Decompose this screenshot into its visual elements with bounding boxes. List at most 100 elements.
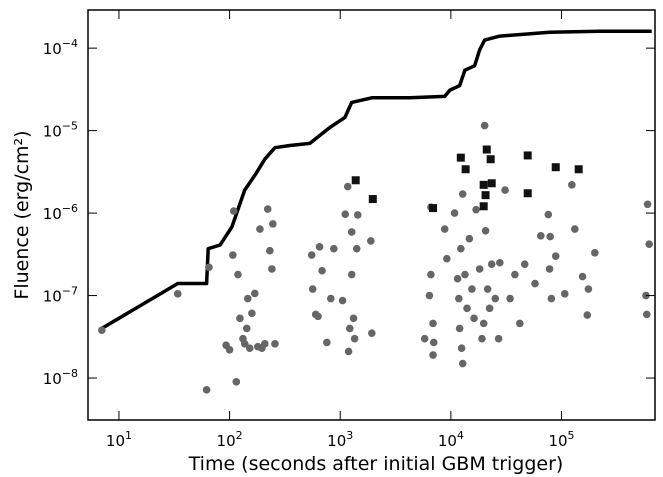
circle-point (248, 309, 256, 318)
circle-point (455, 324, 464, 333)
square-point (487, 179, 496, 188)
circle-point (458, 190, 467, 198)
circle-point (472, 205, 480, 214)
circle-point (520, 260, 529, 269)
square-point (523, 151, 532, 160)
square-point (429, 204, 438, 213)
square-point (479, 202, 488, 211)
circle-point (578, 272, 587, 281)
circle-point (568, 181, 576, 189)
circle-point (260, 340, 269, 348)
circle-point (591, 249, 599, 257)
circle-point (485, 304, 494, 313)
circle-point (266, 246, 274, 255)
circle-point (243, 294, 252, 303)
circle-point (487, 260, 496, 269)
circle-point (343, 182, 352, 191)
circle-point (506, 294, 514, 303)
tick-label: 105 (548, 429, 574, 450)
circle-point (440, 225, 449, 233)
circle-point (468, 285, 476, 293)
circle-point (318, 266, 326, 275)
circle-point (323, 338, 331, 347)
circle-point (516, 319, 524, 328)
circle-point (429, 319, 437, 328)
x-axis-label: Time (seconds after initial GBM trigger) (188, 453, 564, 475)
circle-point (494, 334, 503, 343)
circle-point (481, 226, 490, 235)
circle-point (341, 210, 350, 218)
circle-point (307, 251, 316, 259)
circle-point (327, 294, 335, 303)
circle-point (470, 314, 478, 323)
tick-label: 10−7 (43, 285, 78, 306)
circle-point (330, 244, 338, 253)
circle-point (353, 211, 362, 219)
plot-area (98, 29, 653, 394)
tick-label: 101 (106, 429, 132, 450)
circle-point (229, 251, 237, 259)
circle-point (202, 386, 211, 394)
circle-point (344, 347, 353, 356)
circle-point (584, 285, 593, 293)
circle-point (645, 240, 653, 248)
circle-point (546, 232, 554, 241)
circle-point (347, 270, 356, 279)
tick-label: 10−8 (43, 367, 78, 388)
circle-point (425, 291, 434, 300)
y-axis-label: Fluence (erg/cm²) (11, 130, 33, 299)
circle-point (643, 200, 652, 209)
circle-point (453, 274, 462, 283)
plot-frame (87, 9, 656, 421)
circle-point (429, 338, 438, 347)
circle-point (544, 210, 553, 219)
square-point (481, 191, 490, 200)
circle-point (571, 225, 579, 233)
circle-point (496, 258, 504, 267)
square-point (574, 165, 583, 174)
circle-point (429, 351, 437, 359)
square-point (479, 180, 488, 189)
square-point (523, 189, 532, 198)
circle-point (263, 205, 272, 213)
circle-point (232, 378, 241, 386)
circle-point (315, 243, 324, 251)
circle-point (491, 294, 500, 303)
circle-point (443, 254, 451, 263)
circle-point (461, 270, 469, 279)
circle-point (465, 234, 474, 243)
circle-point (547, 294, 556, 303)
circle-point (240, 340, 249, 348)
square-point (461, 165, 470, 174)
square-point (551, 163, 560, 172)
circle-point (349, 314, 358, 323)
circle-point (350, 334, 359, 343)
tick-label: 10−5 (43, 120, 78, 141)
fluence-line (100, 29, 652, 330)
circle-point (427, 270, 435, 279)
square-point (368, 195, 377, 204)
circle-point (234, 270, 242, 279)
circle-point (225, 346, 234, 354)
circle-point (455, 294, 463, 303)
circle-point (229, 207, 238, 215)
circle-point (245, 344, 254, 353)
circle-point (501, 186, 509, 194)
circle-point (483, 285, 492, 293)
square-point (456, 153, 465, 162)
square-point (486, 155, 495, 164)
circle-point (251, 289, 259, 298)
circle-point (308, 285, 317, 293)
square-point (482, 145, 491, 154)
circle-point (478, 334, 486, 343)
circle-point (551, 252, 560, 261)
circle-point (583, 311, 592, 319)
tick-label: 10−4 (43, 37, 78, 58)
circle-point (205, 263, 213, 272)
circle-point (242, 324, 251, 333)
circle-point (480, 121, 489, 130)
circle-point (268, 265, 276, 273)
circle-point (531, 279, 539, 288)
circle-point (256, 225, 264, 233)
